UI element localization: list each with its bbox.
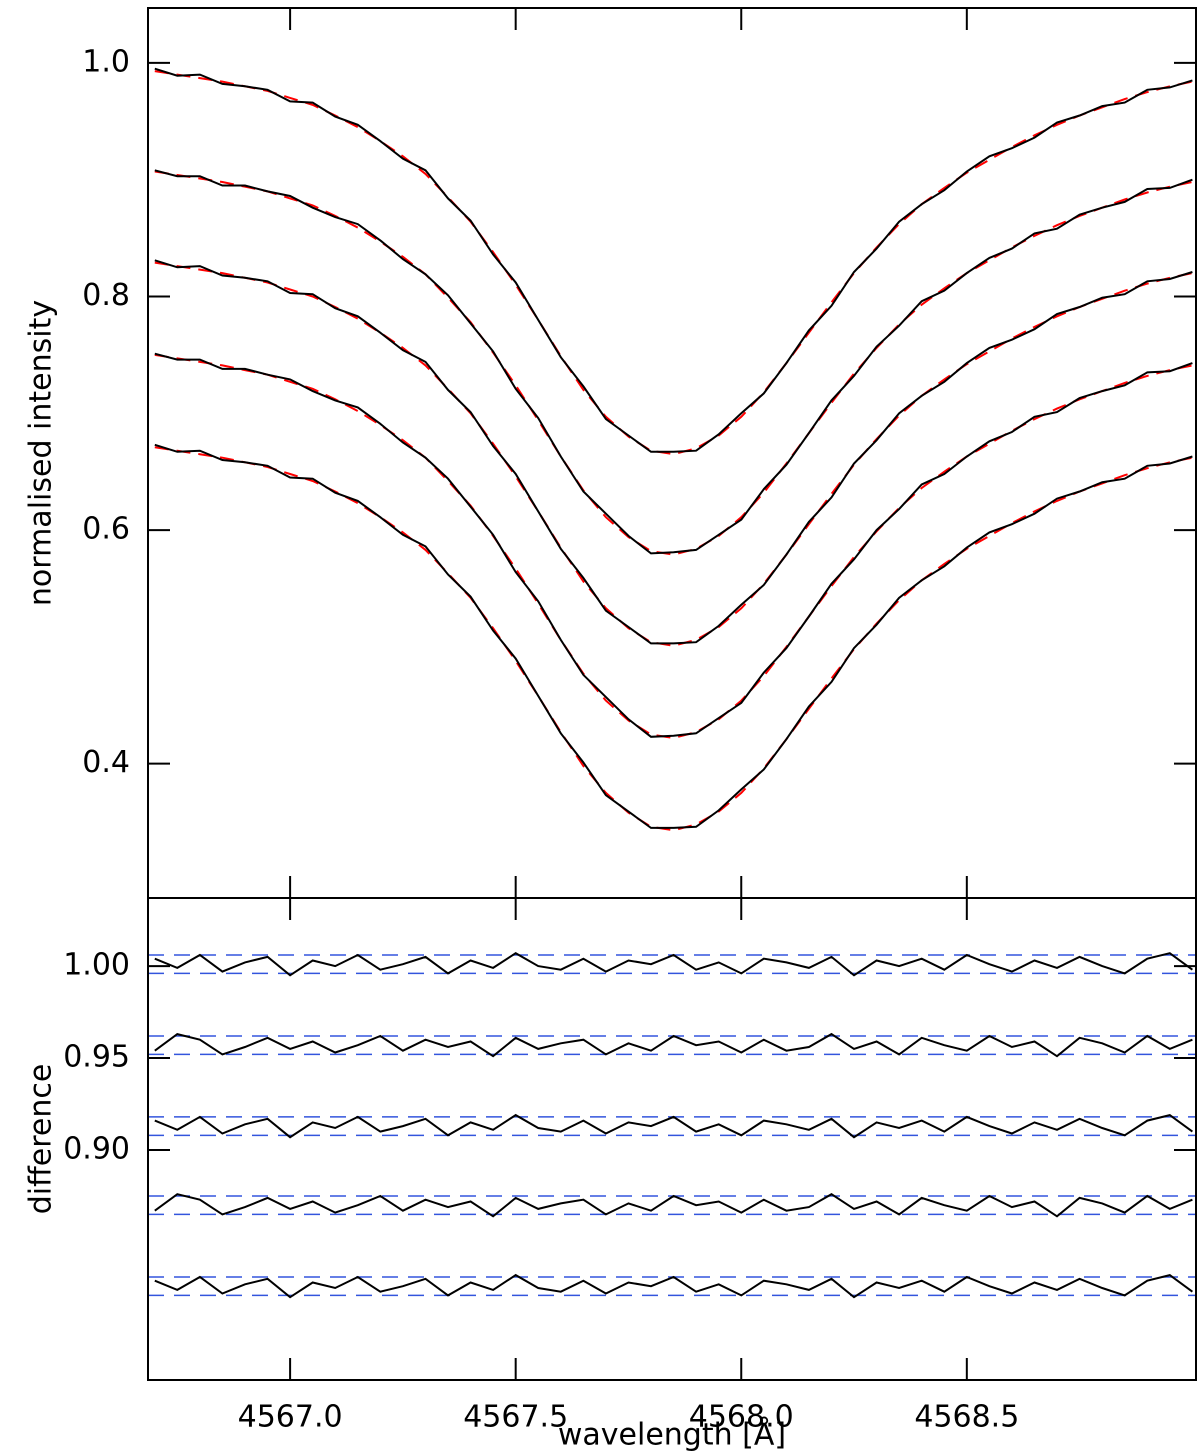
x-tick-label: 4568.0 (689, 1400, 794, 1435)
plot-frame (147, 7, 1197, 899)
x-tick-label: 4567.0 (238, 1400, 343, 1435)
data-line (154, 352, 1193, 738)
x-axis-label: wavelength [Å] (558, 1417, 786, 1453)
y-tick-label: 0.4 (82, 745, 130, 780)
x-tick-label: 4567.5 (463, 1400, 568, 1435)
y-tick-label: 0.8 (82, 278, 130, 313)
data-line (154, 443, 1193, 829)
y-tick-label: 0.95 (63, 1040, 130, 1075)
data-line (154, 259, 1193, 645)
y-tick-label: 0.90 (63, 1132, 130, 1167)
data-line (154, 169, 1193, 555)
fit-line (154, 70, 1193, 456)
data-line (154, 1273, 1193, 1299)
plot-frame (147, 897, 1197, 1381)
fit-line (154, 353, 1193, 740)
x-tick-label: 4568.5 (914, 1400, 1019, 1435)
y-tick-label: 1.00 (63, 948, 130, 983)
y-axis-label: difference (24, 1064, 59, 1215)
data-line (154, 1032, 1193, 1058)
fit-line (154, 446, 1193, 832)
data-line (154, 952, 1193, 977)
fit-line (154, 170, 1193, 556)
data-line (154, 1113, 1193, 1139)
fit-line (154, 261, 1193, 647)
y-axis-label: normalised intensity (24, 300, 59, 606)
y-tick-label: 0.6 (82, 512, 130, 547)
data-line (154, 67, 1193, 453)
data-line (154, 1193, 1193, 1218)
y-tick-label: 1.0 (82, 44, 130, 79)
